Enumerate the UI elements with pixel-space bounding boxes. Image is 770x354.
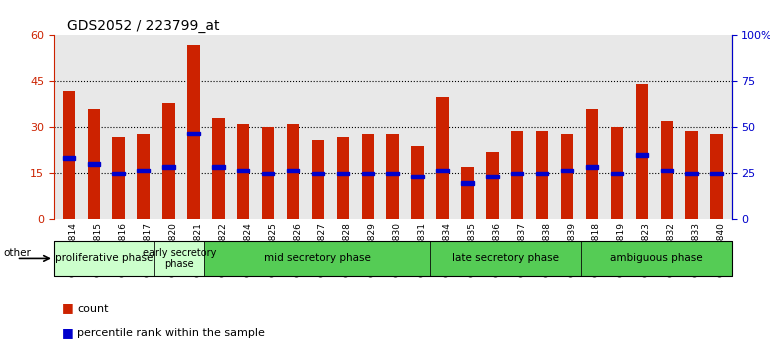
FancyBboxPatch shape	[581, 241, 732, 276]
Bar	[88, 162, 100, 166]
Text: ambiguous phase: ambiguous phase	[610, 253, 702, 263]
Bar	[262, 172, 274, 175]
Bar	[137, 169, 150, 172]
Bar	[461, 167, 474, 219]
Bar	[212, 165, 225, 169]
Bar	[112, 137, 125, 219]
Bar	[212, 118, 225, 219]
Text: percentile rank within the sample: percentile rank within the sample	[77, 328, 265, 338]
Bar	[286, 169, 300, 172]
Text: ■: ■	[62, 302, 73, 314]
Bar	[237, 124, 249, 219]
Bar	[187, 132, 199, 136]
Bar	[112, 172, 125, 175]
Text: late secretory phase: late secretory phase	[452, 253, 559, 263]
Bar	[685, 172, 698, 175]
Bar	[312, 140, 324, 219]
Bar	[486, 175, 499, 178]
FancyBboxPatch shape	[430, 241, 581, 276]
Text: other: other	[4, 248, 32, 258]
Text: proliferative phase: proliferative phase	[55, 253, 153, 263]
Bar	[586, 109, 598, 219]
Bar	[710, 172, 723, 175]
Bar	[387, 133, 399, 219]
Text: count: count	[77, 303, 109, 314]
Bar	[511, 131, 524, 219]
Bar	[387, 172, 399, 175]
Bar	[710, 133, 723, 219]
FancyBboxPatch shape	[205, 241, 430, 276]
Bar	[137, 133, 150, 219]
Bar	[561, 169, 574, 172]
Bar	[88, 109, 100, 219]
Bar	[262, 127, 274, 219]
Bar	[536, 172, 548, 175]
Bar	[461, 181, 474, 184]
Bar	[237, 169, 249, 172]
Bar	[536, 131, 548, 219]
Bar	[162, 165, 175, 169]
Bar	[611, 172, 623, 175]
Bar	[336, 137, 349, 219]
Bar	[511, 172, 524, 175]
Text: early secretory
phase: early secretory phase	[142, 247, 216, 269]
Bar	[685, 131, 698, 219]
Bar	[411, 146, 424, 219]
Text: ■: ■	[62, 326, 73, 339]
Bar	[187, 45, 199, 219]
Text: GDS2052 / 223799_at: GDS2052 / 223799_at	[68, 19, 220, 33]
FancyBboxPatch shape	[154, 241, 205, 276]
Bar	[437, 169, 449, 172]
Bar	[661, 169, 673, 172]
Bar	[62, 91, 75, 219]
FancyBboxPatch shape	[54, 241, 154, 276]
Bar	[162, 103, 175, 219]
Bar	[286, 124, 300, 219]
Bar	[635, 85, 648, 219]
Text: mid secretory phase: mid secretory phase	[264, 253, 371, 263]
Bar	[661, 121, 673, 219]
Bar	[362, 172, 374, 175]
Bar	[635, 153, 648, 157]
Bar	[486, 152, 499, 219]
Bar	[362, 133, 374, 219]
Bar	[336, 172, 349, 175]
Bar	[586, 165, 598, 169]
Bar	[312, 172, 324, 175]
Bar	[561, 133, 574, 219]
Bar	[611, 127, 623, 219]
Bar	[411, 175, 424, 178]
Bar	[62, 156, 75, 160]
Bar	[437, 97, 449, 219]
